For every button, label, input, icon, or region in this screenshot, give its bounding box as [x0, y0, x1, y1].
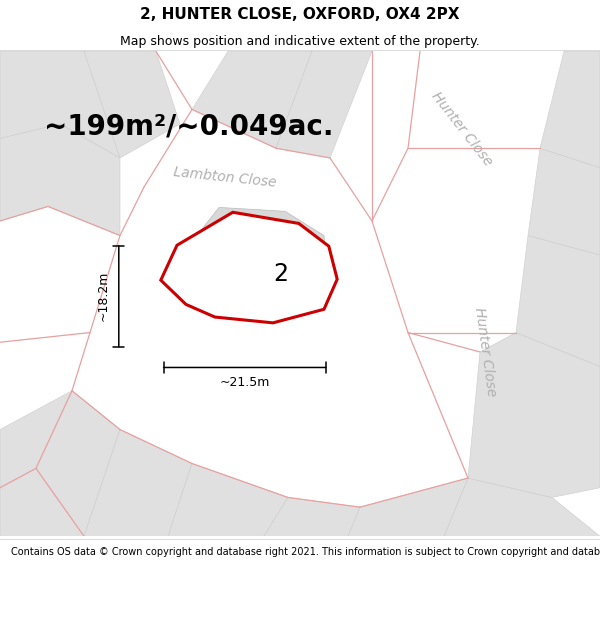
Polygon shape [348, 478, 468, 536]
Polygon shape [168, 464, 288, 536]
Text: Lambton Close: Lambton Close [173, 165, 277, 190]
Polygon shape [528, 148, 600, 255]
Polygon shape [0, 51, 120, 158]
Polygon shape [84, 51, 180, 158]
Text: 2: 2 [273, 262, 288, 286]
Polygon shape [161, 213, 337, 323]
Polygon shape [276, 51, 372, 158]
Polygon shape [264, 498, 360, 536]
Text: Hunter Close: Hunter Close [429, 89, 495, 169]
Polygon shape [192, 51, 312, 148]
Text: ~21.5m: ~21.5m [220, 376, 270, 389]
Polygon shape [540, 51, 600, 168]
Text: ~18.2m: ~18.2m [97, 271, 110, 321]
Text: Map shows position and indicative extent of the property.: Map shows position and indicative extent… [120, 34, 480, 48]
Text: Hunter Close: Hunter Close [472, 306, 498, 398]
Text: ~199m²/~0.049ac.: ~199m²/~0.049ac. [44, 112, 334, 141]
Text: Contains OS data © Crown copyright and database right 2021. This information is : Contains OS data © Crown copyright and d… [11, 547, 600, 557]
Polygon shape [84, 429, 192, 536]
Polygon shape [0, 124, 120, 236]
Polygon shape [468, 332, 600, 498]
Polygon shape [444, 478, 600, 536]
Polygon shape [0, 391, 120, 536]
Text: 2, HUNTER CLOSE, OXFORD, OX4 2PX: 2, HUNTER CLOSE, OXFORD, OX4 2PX [140, 7, 460, 22]
Polygon shape [516, 236, 600, 366]
Polygon shape [174, 208, 329, 316]
